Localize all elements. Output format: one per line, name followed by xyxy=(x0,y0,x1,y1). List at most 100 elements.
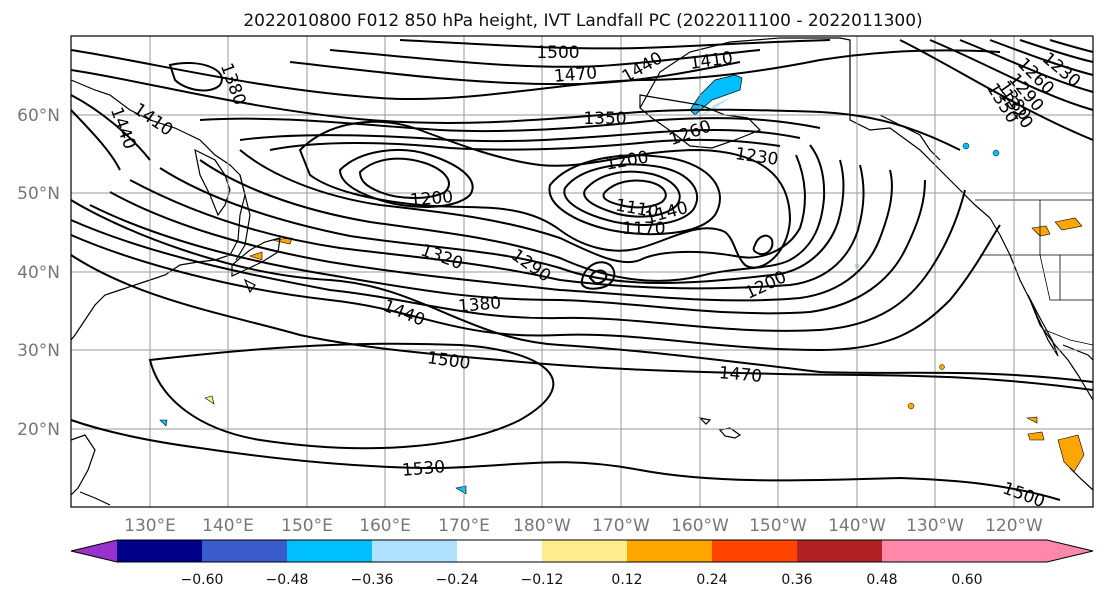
colorbar-cell-extend-high xyxy=(967,540,1093,562)
contour-1380-nw-loop xyxy=(168,61,223,92)
contour-1260-north xyxy=(269,138,781,151)
contour-1350-north xyxy=(199,117,821,133)
lon-tick-label: 130°E xyxy=(124,516,176,536)
colorbar-tick-label: −0.60 xyxy=(181,572,224,588)
coastline-indonesia xyxy=(79,491,111,506)
colorbar-tick-label: 0.24 xyxy=(696,572,727,588)
coastline-gulf xyxy=(1062,344,1094,361)
colorbar-cell xyxy=(797,540,882,562)
colorbar-tick-label: −0.12 xyxy=(521,572,564,588)
colorbar-cell xyxy=(627,540,712,562)
colorbar-cell-extend-low xyxy=(71,540,117,562)
colorbar-tick-label: −0.36 xyxy=(351,572,394,588)
contour-label: 1470 xyxy=(553,63,598,87)
lon-tick-label: 150°E xyxy=(281,516,333,536)
contour-ne-6 xyxy=(1049,39,1094,53)
contour-1260-south xyxy=(199,144,826,282)
contour-1440-west xyxy=(70,109,121,171)
lat-tick-label: 50°N xyxy=(17,184,60,204)
ivt-shading xyxy=(159,74,1085,495)
contour-1170 xyxy=(548,154,721,236)
contour-1290-loop xyxy=(580,261,616,290)
contour-ne-3 xyxy=(959,39,1094,93)
ivt-negative-patch-small-2 xyxy=(159,419,168,427)
colorbar-cells xyxy=(71,540,1093,562)
contour-labels: 1500 1470 1440 1410 1380 1410 1440 1380 … xyxy=(106,43,1084,512)
colorbar-cell xyxy=(712,540,797,562)
ivt-negative-dot-2 xyxy=(992,149,1000,157)
coastline-sakhalin xyxy=(235,174,251,261)
contour-1500-south xyxy=(70,254,1094,391)
ivt-negative-patch-alaska xyxy=(689,74,743,116)
lon-tick-label: 170°E xyxy=(438,516,490,536)
figure-title: 2022010800 F012 850 hPa height, IVT Land… xyxy=(243,11,922,31)
island-hawaii-2 xyxy=(698,417,712,425)
lat-tick-label: 30°N xyxy=(17,341,60,361)
contour-1230-south xyxy=(239,149,806,264)
contour-1410-south xyxy=(70,189,966,332)
contour-1470-north xyxy=(329,49,761,68)
contour-label: 1200 xyxy=(409,187,454,211)
lon-tick-label: 120°W xyxy=(985,516,1043,536)
lon-tick-label: 140°E xyxy=(202,516,254,536)
contour-1110-inner xyxy=(602,179,667,209)
colorbar-tick-label: −0.24 xyxy=(436,572,479,588)
height-contours xyxy=(70,39,1094,501)
lon-tick-label: 170°W xyxy=(592,516,650,536)
colorbar: −0.60 −0.48 −0.36 −0.24 −0.12 0.12 0.24 … xyxy=(70,539,1094,588)
colorbar-cell xyxy=(117,540,202,562)
contour-ne-1 xyxy=(899,39,1094,141)
contour-1290-loop-inner xyxy=(588,269,608,285)
colorbar-cell xyxy=(372,540,457,562)
contour-label: 1170 xyxy=(622,219,665,239)
island-hawaii xyxy=(718,427,742,439)
ivt-positive-patch-coast xyxy=(1031,225,1051,237)
contour-1200-west-inner xyxy=(358,157,450,199)
ivt-positive-patch-small-1 xyxy=(1027,431,1045,441)
colorbar-cell xyxy=(287,540,372,562)
border-us-mexico xyxy=(1044,329,1094,346)
ivt-weak-negative-patch xyxy=(698,94,738,118)
coastline-asia xyxy=(70,79,246,341)
lon-tick-label: 160°W xyxy=(671,516,729,536)
contour-label: 1530 xyxy=(401,457,446,481)
ivt-positive-patch-mexico xyxy=(1057,434,1085,473)
colorbar-ticks: −0.60 −0.48 −0.36 −0.24 −0.12 0.12 0.24 … xyxy=(181,572,983,588)
contour-1500-north xyxy=(399,39,831,50)
colorbar-tick-label: 0.12 xyxy=(611,572,642,588)
coastline-philippines xyxy=(70,434,96,496)
map-frame xyxy=(70,35,1094,508)
contour-1440-south xyxy=(70,224,1001,352)
ivt-positive-dot-2 xyxy=(939,364,945,370)
lon-tick-label: 160°E xyxy=(359,516,411,536)
contour-ne-5 xyxy=(1019,39,1094,63)
contour-ne-4 xyxy=(989,39,1094,76)
contour-1530-west-loop xyxy=(148,342,555,450)
ivt-weak-positive-patch-1 xyxy=(204,395,215,405)
contour-1380-south xyxy=(89,179,926,315)
colorbar-tick-label: −0.48 xyxy=(266,572,309,588)
lat-tick-label: 20°N xyxy=(17,420,60,440)
contour-label: 1500 xyxy=(536,43,579,63)
lon-tick-label: 140°W xyxy=(828,516,886,536)
longitude-ticks: 130°E 140°E 150°E 160°E 170°E 180°W 170°… xyxy=(124,516,1043,536)
colorbar-cell xyxy=(542,540,627,562)
contour-label: 1350 xyxy=(583,109,626,129)
colorbar-tick-label: 0.48 xyxy=(866,572,897,588)
colorbar-cell xyxy=(882,540,967,562)
lat-tick-label: 40°N xyxy=(17,263,60,283)
contour-ne-2 xyxy=(929,39,1094,111)
colorbar-cell xyxy=(202,540,287,562)
contour-1470-south xyxy=(70,199,1094,383)
contour-1530 xyxy=(70,419,1061,501)
borders xyxy=(849,40,1094,346)
map-panel: 1500 1470 1440 1410 1380 1410 1440 1380 … xyxy=(70,35,1094,512)
contour-label: 1380 xyxy=(457,293,502,317)
coastline-baja xyxy=(1027,294,1059,357)
coastlines xyxy=(70,37,1094,506)
coastline-kamchatka xyxy=(194,148,231,217)
ivt-positive-patch-coast-2 xyxy=(1054,217,1083,231)
contour-1140 xyxy=(563,163,699,226)
